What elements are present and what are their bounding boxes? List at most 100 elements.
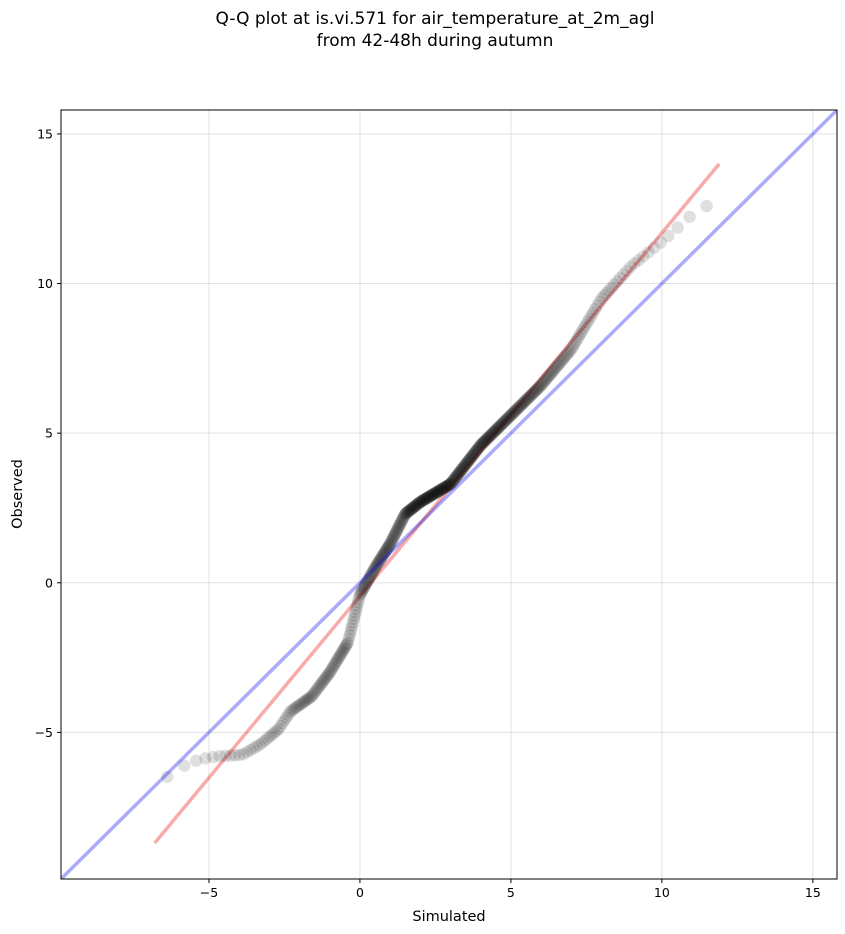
data-point: [450, 469, 464, 482]
data-point: [534, 379, 548, 392]
data-point: [527, 386, 540, 400]
data-point: [338, 640, 352, 654]
data-point: [353, 589, 366, 603]
data-point: [338, 642, 351, 655]
data-point: [361, 573, 375, 587]
data-point: [508, 404, 522, 418]
data-point: [642, 246, 655, 259]
data-point: [508, 405, 521, 419]
data-point: [509, 404, 523, 417]
data-point: [391, 522, 405, 535]
data-point: [474, 438, 488, 451]
data-point: [512, 400, 526, 414]
data-point: [314, 678, 327, 691]
data-point: [312, 681, 325, 694]
data-point: [310, 682, 324, 696]
data-point: [586, 306, 600, 319]
data-point: [320, 670, 333, 684]
data-point: [316, 675, 330, 688]
data-point: [492, 420, 506, 434]
data-point: [327, 659, 340, 673]
data-point: [447, 474, 460, 487]
data-point: [605, 281, 618, 294]
data-point: [395, 514, 409, 527]
data-point: [283, 706, 297, 719]
data-point: [307, 687, 320, 701]
data-point: [428, 487, 441, 500]
data-point: [299, 694, 312, 708]
data-point: [422, 491, 435, 504]
data-point: [288, 702, 302, 715]
data-point: [430, 486, 443, 499]
data-point: [339, 639, 353, 652]
data-point: [333, 650, 346, 663]
data-point: [401, 505, 414, 519]
data-point: [382, 539, 395, 553]
data-point: [545, 366, 559, 379]
data-point: [446, 475, 459, 488]
data-point: [521, 392, 534, 405]
data-point: [632, 253, 645, 267]
data-point: [435, 483, 448, 496]
data-point: [504, 409, 517, 423]
data-point: [433, 484, 446, 497]
data-point: [280, 711, 293, 724]
data-point: [334, 648, 347, 661]
data-point: [512, 401, 525, 415]
data-point: [571, 333, 584, 346]
data-point: [700, 199, 713, 213]
data-point: [228, 749, 242, 762]
data-point: [394, 517, 407, 530]
data-point: [376, 549, 389, 562]
data-point: [511, 402, 524, 415]
data-point: [563, 344, 577, 358]
data-point: [418, 493, 431, 506]
data-point: [294, 697, 308, 711]
data-point: [628, 257, 641, 270]
data-point: [458, 459, 471, 473]
data-point: [505, 408, 519, 421]
data-point: [469, 445, 483, 458]
data-point: [532, 381, 546, 394]
data-point: [554, 356, 567, 369]
data-point: [411, 498, 424, 511]
data-point: [400, 506, 414, 519]
data-point: [415, 495, 428, 508]
data-point: [414, 495, 427, 509]
data-point: [328, 658, 341, 671]
data-point: [480, 433, 493, 446]
data-point: [417, 493, 431, 506]
data-point: [352, 592, 366, 606]
data-point: [520, 393, 534, 406]
data-point: [427, 487, 440, 501]
data-point: [408, 500, 422, 513]
data-point: [371, 557, 384, 570]
x-tick-label: −5: [200, 885, 218, 900]
data-point: [487, 426, 500, 439]
data-point: [368, 561, 382, 575]
data-point: [405, 502, 419, 515]
data-point: [420, 492, 433, 505]
data-point: [530, 382, 544, 396]
plot-frame: [60, 109, 838, 880]
data-point: [574, 327, 587, 340]
data-point: [392, 520, 405, 534]
data-point: [224, 749, 237, 762]
data-point: [443, 478, 456, 491]
y-axis-label: Observed: [10, 459, 26, 529]
data-point: [363, 571, 376, 584]
data-point: [451, 468, 464, 481]
data-point: [351, 596, 365, 609]
data-point: [413, 496, 426, 509]
data-point: [440, 480, 453, 493]
data-point: [539, 374, 552, 387]
data-point: [478, 435, 491, 448]
data-point: [385, 535, 398, 548]
data-point: [482, 431, 495, 444]
data-point: [291, 699, 305, 713]
chart-title: Q-Q plot at is.vi.571 for air_temperatur…: [0, 8, 845, 52]
data-point: [459, 458, 472, 471]
data-point: [379, 544, 393, 557]
data-point: [326, 661, 339, 674]
